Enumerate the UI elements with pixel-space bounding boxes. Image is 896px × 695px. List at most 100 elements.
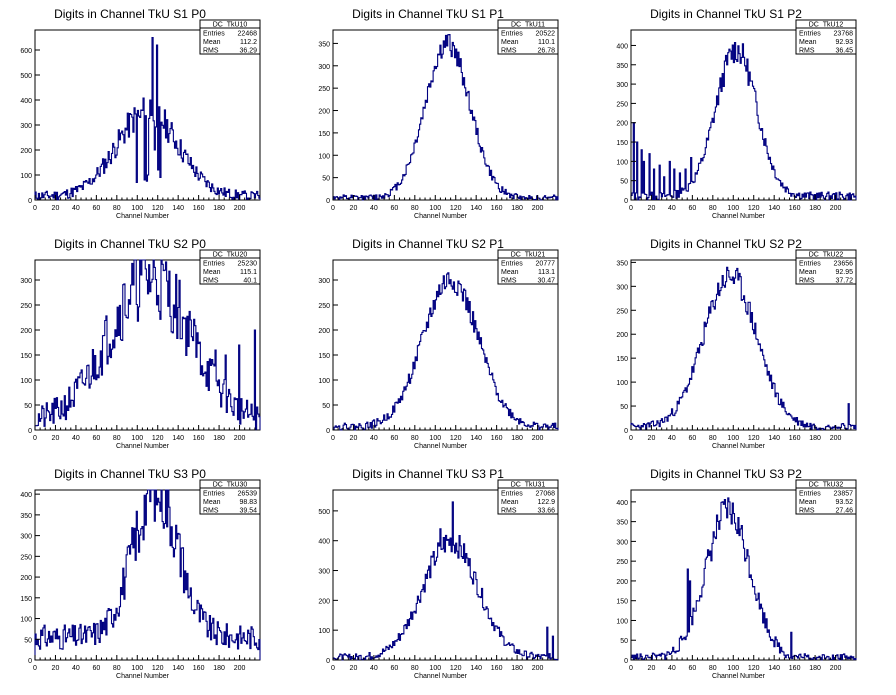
y-tick-label: 100: [318, 378, 330, 385]
stats-value: 23656: [834, 261, 854, 268]
x-tick-label: 160: [491, 665, 503, 672]
y-tick-label: 300: [318, 64, 330, 71]
y-tick-label: 200: [616, 121, 628, 128]
y-tick-label: 300: [318, 569, 330, 576]
x-tick-label: 40: [72, 665, 80, 672]
stats-label: Mean: [203, 499, 221, 506]
x-tick-label: 180: [213, 435, 225, 442]
x-tick-label: 20: [52, 435, 60, 442]
stats-value: 23768: [834, 31, 854, 38]
x-axis-label: Channel Number: [116, 443, 170, 450]
x-tick-label: 20: [350, 665, 358, 672]
plot-frame: [630, 259, 857, 431]
x-tick-label: 40: [370, 205, 378, 212]
stats-value: 36.29: [239, 48, 257, 55]
stats-label: RMS: [799, 278, 815, 285]
stats-label: Mean: [203, 39, 221, 46]
chart-title: Digits in Channel TkU S3 P1: [352, 467, 504, 481]
y-tick-label: 300: [20, 123, 32, 130]
x-tick-label: 0: [629, 665, 633, 672]
histogram-panel: Digits in Channel TkU S2 P1 0 20 40 60 80 100 1…: [318, 237, 559, 450]
stats-label: RMS: [501, 48, 517, 55]
x-tick-label: 200: [532, 205, 544, 212]
histogram-series: [630, 497, 857, 661]
x-tick-label: 40: [668, 205, 676, 212]
x-tick-label: 120: [152, 205, 164, 212]
stats-label: Mean: [501, 499, 519, 506]
stats-value: 23857: [834, 491, 854, 498]
x-tick-label: 80: [709, 665, 717, 672]
chart-title: Digits in Channel TkU S1 P1: [352, 7, 504, 21]
histogram-panel: Digits in Channel TkU S3 P1 0 20 40 60 80 100 1…: [318, 467, 559, 680]
histogram-series: [34, 36, 261, 201]
x-tick-label: 80: [411, 435, 419, 442]
stats-name: DC_TkU30: [213, 482, 248, 489]
y-tick-label: 300: [318, 278, 330, 285]
x-tick-label: 180: [511, 665, 523, 672]
stats-label: Mean: [501, 269, 519, 276]
y-tick-label: 0: [326, 198, 330, 205]
y-tick-label: 0: [28, 198, 32, 205]
x-tick-label: 140: [172, 435, 184, 442]
x-axis-label: Channel Number: [116, 213, 170, 220]
histogram-series: [630, 266, 857, 431]
plot-frame: [332, 489, 559, 661]
histogram-series: [332, 34, 559, 201]
x-tick-label: 20: [648, 435, 656, 442]
histogram-panel: Digits in Channel TkU S3 P0 0 20 40 60 80 100 1…: [20, 467, 261, 680]
x-tick-label: 80: [411, 665, 419, 672]
x-tick-label: 0: [33, 665, 37, 672]
histogram-series: [34, 489, 261, 660]
stats-label: Entries: [799, 261, 821, 268]
x-tick-label: 160: [491, 435, 503, 442]
x-tick-label: 20: [648, 205, 656, 212]
stats-name: DC_TkU31: [511, 482, 546, 489]
x-tick-label: 200: [532, 665, 544, 672]
stats-label: RMS: [203, 508, 219, 515]
y-tick-label: 250: [616, 308, 628, 315]
x-axis-label: Channel Number: [414, 673, 468, 680]
x-tick-label: 60: [92, 205, 100, 212]
stats-value: 37.72: [835, 278, 853, 285]
stats-value: 40.1: [243, 278, 257, 285]
y-tick-label: 200: [20, 148, 32, 155]
x-tick-label: 80: [113, 205, 121, 212]
x-tick-label: 120: [450, 435, 462, 442]
x-axis-label: Channel Number: [712, 443, 766, 450]
y-tick-label: 150: [616, 140, 628, 147]
x-tick-label: 140: [172, 205, 184, 212]
y-tick-label: 200: [318, 328, 330, 335]
x-tick-label: 200: [830, 665, 842, 672]
stats-label: Entries: [203, 491, 225, 498]
y-tick-label: 300: [20, 278, 32, 285]
y-tick-label: 0: [624, 428, 628, 435]
stats-label: RMS: [501, 508, 517, 515]
stats-label: Mean: [799, 39, 817, 46]
x-tick-label: 180: [809, 665, 821, 672]
y-tick-label: 250: [318, 303, 330, 310]
x-tick-label: 80: [709, 435, 717, 442]
x-tick-label: 120: [748, 665, 760, 672]
y-tick-label: 350: [616, 260, 628, 267]
y-tick-label: 50: [620, 638, 628, 645]
stats-value: 98.83: [239, 499, 257, 506]
x-tick-label: 140: [768, 435, 780, 442]
stats-box: [497, 19, 559, 55]
histogram-panel: Digits in Channel TkU S1 P0 0 20 40 60 80 100 1…: [20, 7, 261, 220]
y-tick-label: 100: [616, 380, 628, 387]
stats-label: Entries: [203, 261, 225, 268]
x-tick-label: 60: [390, 665, 398, 672]
x-tick-label: 140: [470, 435, 482, 442]
y-tick-label: 0: [326, 428, 330, 435]
x-tick-label: 100: [131, 665, 143, 672]
x-tick-label: 140: [172, 665, 184, 672]
stats-label: RMS: [799, 508, 815, 515]
x-tick-label: 160: [789, 665, 801, 672]
stats-label: RMS: [799, 48, 815, 55]
x-tick-label: 200: [234, 205, 246, 212]
histogram-series: [630, 41, 857, 201]
histogram-series: [34, 259, 261, 431]
y-tick-label: 100: [616, 618, 628, 625]
stats-label: RMS: [203, 48, 219, 55]
stats-value: 27068: [536, 491, 556, 498]
